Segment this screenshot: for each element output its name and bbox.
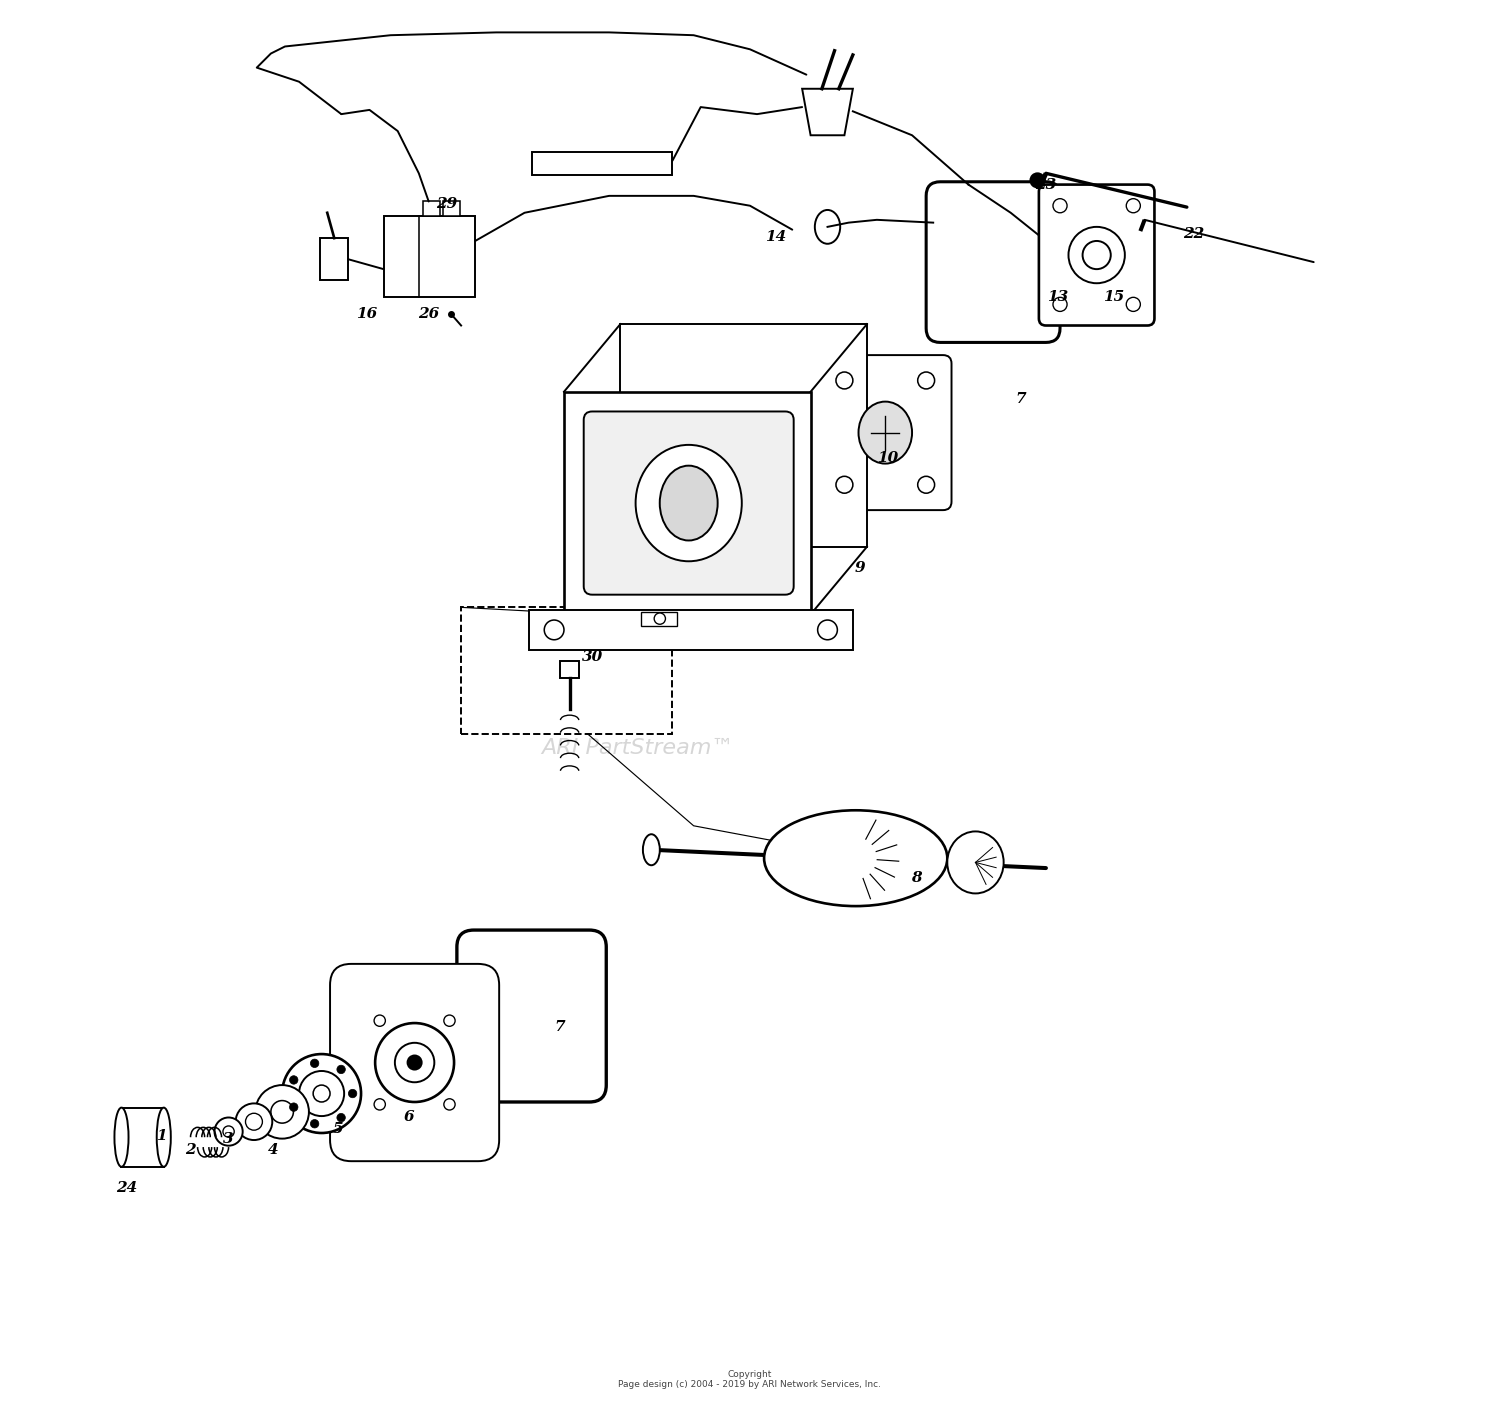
- Text: Copyright
Page design (c) 2004 - 2019 by ARI Network Services, Inc.: Copyright Page design (c) 2004 - 2019 by…: [618, 1370, 882, 1389]
- Circle shape: [1083, 241, 1112, 270]
- Circle shape: [408, 1056, 422, 1069]
- Circle shape: [444, 1099, 454, 1110]
- Circle shape: [1126, 298, 1140, 312]
- Text: 14: 14: [765, 230, 786, 244]
- Ellipse shape: [764, 810, 948, 907]
- Circle shape: [236, 1103, 273, 1139]
- Text: 7: 7: [555, 1021, 566, 1035]
- Circle shape: [298, 1070, 344, 1115]
- Bar: [423, 202, 439, 216]
- Bar: [560, 661, 579, 678]
- Circle shape: [272, 1100, 294, 1123]
- Circle shape: [310, 1120, 320, 1128]
- FancyBboxPatch shape: [819, 354, 951, 510]
- Ellipse shape: [815, 210, 840, 244]
- Bar: [642, 611, 676, 626]
- Circle shape: [654, 613, 666, 624]
- Circle shape: [314, 1084, 330, 1101]
- Text: 16: 16: [356, 308, 378, 322]
- Bar: [320, 239, 348, 281]
- Text: 13: 13: [1047, 291, 1068, 305]
- Circle shape: [374, 1015, 386, 1027]
- Circle shape: [918, 476, 934, 493]
- Circle shape: [214, 1117, 243, 1145]
- Circle shape: [444, 1015, 454, 1027]
- Text: 23: 23: [1035, 178, 1056, 192]
- Circle shape: [290, 1103, 298, 1111]
- Circle shape: [544, 620, 564, 640]
- FancyBboxPatch shape: [1040, 185, 1155, 326]
- Polygon shape: [802, 89, 853, 136]
- Circle shape: [338, 1065, 345, 1073]
- Text: 2: 2: [184, 1142, 196, 1156]
- Ellipse shape: [660, 466, 717, 541]
- Circle shape: [374, 1099, 386, 1110]
- Polygon shape: [621, 325, 867, 546]
- Bar: [564, 391, 810, 614]
- Circle shape: [1068, 227, 1125, 284]
- Bar: [384, 216, 476, 298]
- Text: 6: 6: [404, 1110, 414, 1124]
- Text: 22: 22: [1184, 227, 1204, 241]
- Bar: [122, 1107, 164, 1166]
- Circle shape: [246, 1113, 262, 1130]
- Text: 8: 8: [910, 871, 921, 885]
- Ellipse shape: [114, 1107, 129, 1166]
- Circle shape: [338, 1114, 345, 1123]
- Circle shape: [1126, 199, 1140, 213]
- Ellipse shape: [156, 1107, 171, 1166]
- Ellipse shape: [858, 401, 912, 463]
- Circle shape: [836, 371, 854, 388]
- Text: 26: 26: [419, 308, 440, 322]
- Circle shape: [818, 620, 837, 640]
- Bar: [531, 152, 672, 175]
- Text: 7: 7: [1016, 391, 1026, 405]
- Text: 5: 5: [333, 1121, 344, 1135]
- Circle shape: [375, 1024, 454, 1101]
- Circle shape: [290, 1076, 298, 1084]
- Ellipse shape: [948, 832, 1004, 894]
- Circle shape: [282, 1055, 362, 1132]
- Text: 9: 9: [855, 561, 865, 575]
- Circle shape: [1053, 298, 1066, 312]
- Text: 15: 15: [1102, 291, 1124, 305]
- Circle shape: [255, 1084, 309, 1138]
- Circle shape: [1053, 199, 1066, 213]
- Bar: [460, 607, 672, 734]
- Circle shape: [836, 476, 854, 493]
- Text: ARI PartStream™: ARI PartStream™: [542, 738, 734, 758]
- FancyBboxPatch shape: [584, 411, 794, 594]
- Ellipse shape: [644, 834, 660, 866]
- Circle shape: [348, 1089, 357, 1097]
- Text: 3: 3: [224, 1131, 234, 1145]
- Text: 30: 30: [582, 650, 603, 664]
- FancyBboxPatch shape: [330, 964, 500, 1161]
- Text: 24: 24: [117, 1180, 138, 1195]
- Circle shape: [310, 1059, 320, 1067]
- Circle shape: [224, 1125, 234, 1137]
- Circle shape: [1030, 174, 1044, 188]
- Text: 1: 1: [156, 1128, 166, 1142]
- Bar: [442, 202, 459, 216]
- Text: 4: 4: [268, 1142, 279, 1156]
- Circle shape: [394, 1043, 435, 1082]
- Ellipse shape: [636, 445, 742, 562]
- FancyBboxPatch shape: [926, 182, 1060, 343]
- Circle shape: [918, 371, 934, 388]
- Bar: [530, 610, 854, 650]
- FancyBboxPatch shape: [458, 931, 606, 1101]
- Text: 10: 10: [878, 450, 898, 465]
- Text: 29: 29: [436, 198, 457, 212]
